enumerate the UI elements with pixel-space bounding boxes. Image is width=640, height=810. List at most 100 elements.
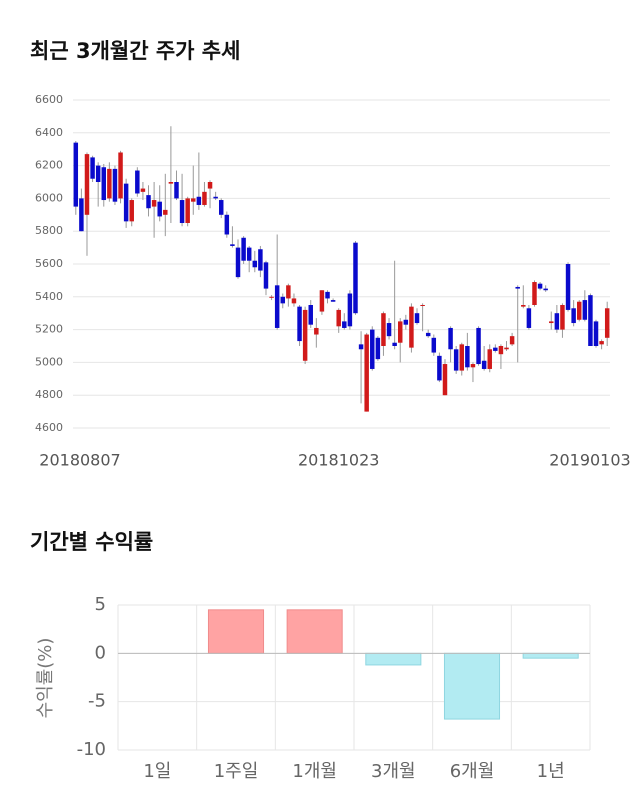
candle-body xyxy=(504,347,509,350)
candle-body xyxy=(342,321,347,328)
candle-body xyxy=(459,344,465,371)
candle-body xyxy=(358,344,364,350)
chart-title: 최근 3개월간 주가 추세 xyxy=(30,39,240,63)
candle-body xyxy=(101,167,107,201)
candle-body xyxy=(515,286,520,289)
candle-body xyxy=(73,142,79,207)
candle-body xyxy=(213,196,218,199)
candle-body xyxy=(470,364,476,368)
candle-body xyxy=(537,283,543,289)
candle-body xyxy=(414,313,420,324)
candle-body xyxy=(118,152,123,199)
candle-body xyxy=(593,321,599,346)
candle-body xyxy=(112,168,118,202)
bar xyxy=(207,609,265,654)
candle-body xyxy=(196,196,202,205)
candle-body xyxy=(437,355,442,381)
y-axis-label: 수익률(%) xyxy=(35,638,56,719)
candle-body xyxy=(308,305,313,325)
candle-body xyxy=(453,349,459,371)
candle-body xyxy=(588,295,593,346)
candle-body xyxy=(498,346,504,355)
candle-body xyxy=(179,200,185,223)
y-tick-label: 5600 xyxy=(35,257,63,270)
candle-body xyxy=(386,323,392,337)
candle-body xyxy=(314,327,319,335)
candle-body xyxy=(336,309,341,327)
candle-body xyxy=(207,182,213,189)
candle-body xyxy=(543,288,548,291)
candle-body xyxy=(163,209,168,215)
bar xyxy=(522,652,579,659)
chart-title: 기간별 수익률 xyxy=(30,530,153,554)
candle-body xyxy=(493,347,498,351)
candle-body xyxy=(526,308,532,328)
candle-body xyxy=(375,337,381,360)
candle-body xyxy=(79,198,84,232)
y-tick-label: 6400 xyxy=(35,126,63,139)
candle-body xyxy=(442,364,448,396)
candle-body xyxy=(397,321,403,343)
candle-body xyxy=(487,349,492,369)
candle-body xyxy=(107,168,112,199)
candle-body xyxy=(571,308,576,324)
candle-body xyxy=(370,329,375,369)
y-tick-label: 4600 xyxy=(35,421,63,434)
candle-body xyxy=(157,201,162,217)
candle-body xyxy=(364,334,369,412)
candle-body xyxy=(431,337,437,353)
candle-body xyxy=(403,319,409,325)
bar xyxy=(365,652,422,666)
candle-body xyxy=(599,341,604,345)
candle-body xyxy=(476,327,481,365)
y-tick-label: -10 xyxy=(77,739,106,760)
x-tick-label: 1일 xyxy=(143,761,171,782)
y-tick-label: 5 xyxy=(95,594,106,615)
candle-body xyxy=(325,291,330,299)
candle-body xyxy=(549,321,554,324)
candle-body xyxy=(560,305,565,330)
candle-body xyxy=(95,165,101,182)
x-tick-label: 1년 xyxy=(537,761,565,782)
candle-body xyxy=(481,360,487,369)
candle-body xyxy=(269,296,274,298)
candle-body xyxy=(224,214,230,235)
candle-body xyxy=(409,306,414,348)
x-tick-label: 6개월 xyxy=(450,761,495,782)
candle-body xyxy=(90,157,95,179)
candle-body xyxy=(168,182,174,184)
candle-body xyxy=(191,198,196,202)
candle-body xyxy=(174,182,179,199)
x-tick-label: 20180807 xyxy=(39,451,120,470)
y-tick-label: -5 xyxy=(88,691,106,712)
candle-body xyxy=(185,198,190,223)
y-tick-label: 4800 xyxy=(35,388,63,401)
candle-body xyxy=(576,301,582,320)
candle-body xyxy=(330,300,336,302)
candle-body xyxy=(123,183,129,222)
y-tick-label: 6000 xyxy=(35,191,63,204)
bar xyxy=(286,609,343,654)
y-tick-label: 5400 xyxy=(35,290,63,303)
candle-body xyxy=(582,300,588,320)
y-tick-label: 5000 xyxy=(35,355,63,368)
candle-body xyxy=(280,296,286,304)
y-tick-label: 0 xyxy=(95,642,106,663)
x-tick-label: 1주일 xyxy=(214,761,259,782)
candle-body xyxy=(235,247,241,278)
candle-body xyxy=(554,313,560,330)
candle-body xyxy=(420,305,425,306)
y-tick-label: 6200 xyxy=(35,159,63,172)
candle-body xyxy=(246,247,252,261)
candle-body xyxy=(521,305,526,307)
candle-body xyxy=(532,282,537,305)
y-tick-label: 5800 xyxy=(35,224,63,237)
candle-body xyxy=(274,285,280,328)
candle-body xyxy=(140,188,146,192)
candle-body xyxy=(146,195,151,209)
y-tick-label: 5200 xyxy=(35,323,63,336)
candle-body xyxy=(353,242,358,314)
candle-body xyxy=(129,200,134,222)
x-tick-label: 1개월 xyxy=(292,761,337,782)
candle-body xyxy=(465,346,470,368)
